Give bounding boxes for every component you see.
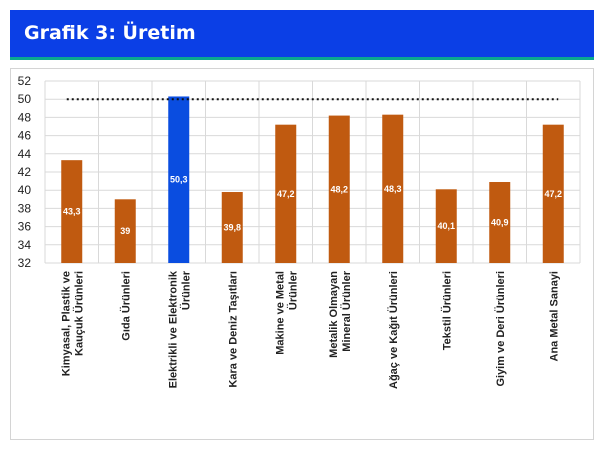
bar — [542, 124, 564, 264]
y-tick-label: 52 — [18, 74, 32, 88]
x-tick-label: Gıda Ürünleri — [119, 271, 132, 341]
y-tick-label: 40 — [18, 183, 32, 197]
data-label: 39 — [120, 226, 130, 236]
x-tick-label: Mineral Ürünler — [340, 270, 353, 351]
x-tick-label: Ana Metal Sanayi — [548, 271, 560, 361]
x-tick-label: Makine ve Metal — [274, 271, 286, 355]
y-tick-label: 36 — [18, 220, 32, 234]
bar — [114, 199, 136, 263]
data-label: 47,2 — [277, 189, 295, 199]
x-tick-label: Metalik Olmayan — [328, 271, 340, 358]
x-tick-label: Giyim ve Deri Ürünleri — [494, 271, 507, 387]
bar — [275, 124, 297, 264]
bar — [328, 115, 350, 263]
bar — [435, 189, 457, 263]
x-tick-label: Ürünler — [179, 270, 192, 310]
data-label: 47,2 — [544, 189, 562, 199]
bar — [61, 160, 83, 263]
x-tick-label: Ürünler — [286, 270, 299, 310]
data-label: 39,8 — [223, 223, 241, 233]
bar — [221, 192, 243, 263]
y-tick-label: 48 — [18, 110, 32, 124]
x-tick-label: Kimyasal, Plastik ve — [60, 271, 72, 376]
data-label: 50,3 — [170, 175, 188, 185]
data-label: 40,9 — [491, 218, 509, 228]
y-tick-label: 34 — [18, 238, 32, 252]
bar — [489, 182, 511, 263]
y-tick-label: 44 — [18, 147, 32, 161]
chart-header: Grafik 3: Üretim — [10, 10, 594, 60]
x-tick-label: Elektrikli ve Elektronik — [167, 270, 179, 388]
data-label: 48,2 — [330, 184, 348, 194]
y-tick-label: 38 — [18, 201, 32, 215]
y-tick-label: 42 — [18, 165, 32, 179]
x-tick-label: Kauçuk Ürünleri — [72, 271, 85, 356]
chart-title: Grafik 3: Üretim — [24, 22, 196, 44]
data-label: 40,1 — [437, 221, 455, 231]
data-label: 43,3 — [63, 207, 81, 217]
y-tick-label: 32 — [18, 256, 32, 270]
bar — [382, 114, 404, 263]
data-label: 48,3 — [384, 184, 402, 194]
x-tick-label: Ağaç ve Kağıt Ürünleri — [387, 271, 400, 389]
x-tick-label: Kara ve Deniz Taşıtları — [227, 271, 239, 388]
x-tick-label: Tekstil Ürünleri — [440, 271, 453, 350]
bar — [168, 96, 190, 263]
y-tick-label: 46 — [18, 129, 32, 143]
y-tick-label: 50 — [18, 92, 32, 106]
